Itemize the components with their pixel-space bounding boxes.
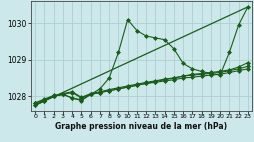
X-axis label: Graphe pression niveau de la mer (hPa): Graphe pression niveau de la mer (hPa) (55, 122, 227, 131)
